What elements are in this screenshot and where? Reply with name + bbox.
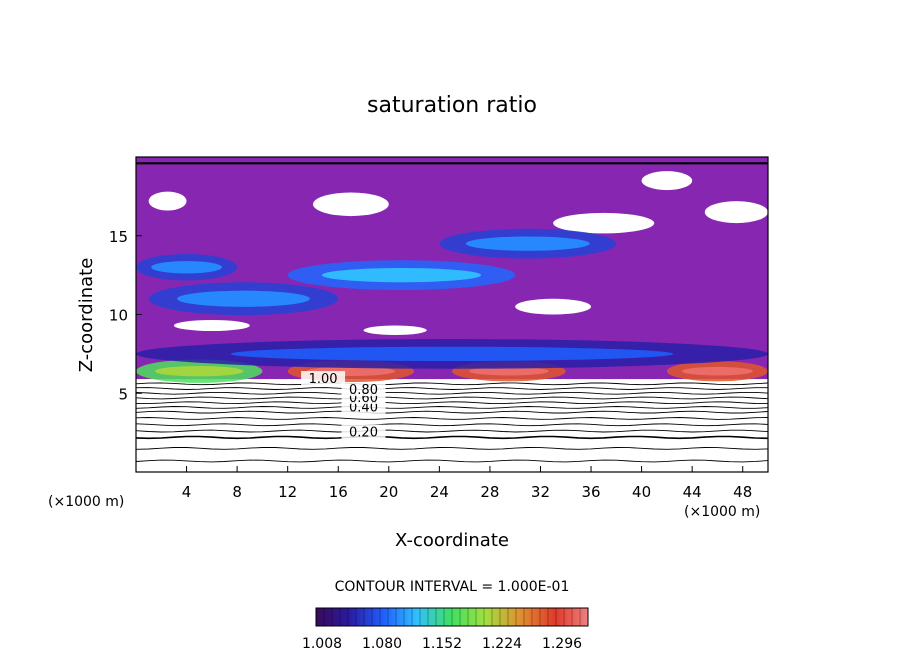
contour-line — [136, 391, 768, 395]
colorbar-tick-label: 1.080 — [362, 636, 402, 652]
contour-labels: 0.200.400.600.801.00 — [301, 371, 386, 441]
y-tick-label: 10 — [109, 307, 128, 325]
colorbar-tick-label: 1.296 — [542, 636, 582, 652]
subsaturated-gap — [704, 201, 768, 224]
contour-line — [136, 417, 768, 420]
contour-label: 0.80 — [349, 383, 378, 398]
contour-line — [136, 401, 768, 405]
x-tick-label: 36 — [581, 483, 600, 501]
x-tick-label: 44 — [683, 483, 702, 501]
cloud-band-core — [682, 366, 753, 376]
x-tick-label: 32 — [531, 483, 550, 501]
plot-area — [136, 157, 768, 463]
x-tick-label: 12 — [278, 483, 297, 501]
x-axis-ticks: 4 8 12 16 20 24 28 32 36 40 44 48 — [182, 466, 752, 501]
subsaturated-gap — [148, 191, 187, 211]
colorbar-tick-label: 1.224 — [482, 636, 522, 652]
x-tick-label: 28 — [480, 483, 499, 501]
cloud-band-core — [230, 346, 674, 361]
y-axis-ticks: 5 10 15 — [109, 228, 142, 403]
subsaturated-gap — [553, 212, 655, 234]
cloud-bands — [136, 228, 768, 383]
contour-interval: CONTOUR INTERVAL = 1.000E-01 — [335, 579, 570, 595]
y-axis-label: Z-coordinate — [76, 258, 97, 373]
contour-line — [136, 382, 768, 386]
x-tick-label: 20 — [379, 483, 398, 501]
contour-label: 0.40 — [349, 400, 378, 415]
contour-line — [136, 410, 768, 414]
cloud-band-core — [151, 261, 222, 274]
colorbar-tick-label: 1.152 — [422, 636, 462, 652]
cloud-band-core — [154, 365, 244, 377]
contour-label-bg — [301, 371, 346, 386]
x-unit-left: (×1000 m) — [48, 494, 124, 510]
cloud-band-core — [469, 366, 549, 376]
subsaturated-gap — [363, 325, 427, 335]
y-tick-label: 5 — [118, 385, 128, 403]
cloud-band-core — [321, 268, 482, 283]
colorbar-labels: 1.008 1.080 1.152 1.224 1.296 — [302, 636, 582, 652]
cloud-band-core — [177, 290, 310, 307]
contour-line — [136, 387, 768, 390]
cloud-band-core — [465, 236, 590, 251]
x-tick-label: 8 — [232, 483, 242, 501]
x-tick-label: 24 — [430, 483, 449, 501]
subsaturated-gap — [173, 320, 250, 332]
contour-label: 0.20 — [349, 426, 378, 441]
y-tick-label: 15 — [109, 228, 128, 246]
chart-title: saturation ratio — [367, 93, 537, 118]
contour-line — [136, 459, 768, 463]
contour-label: 1.00 — [309, 372, 338, 387]
x-tick-label: 4 — [182, 483, 192, 501]
subsaturated-gap — [641, 171, 693, 191]
subsaturated-gap — [515, 298, 592, 315]
contour-label-bg — [341, 424, 386, 439]
x-tick-label: 40 — [632, 483, 651, 501]
contour-line — [136, 429, 768, 433]
contour-line — [136, 396, 768, 400]
colorbar-tick-label: 1.008 — [302, 636, 342, 652]
contour-line — [136, 423, 768, 427]
x-unit-right: (×1000 m) — [684, 504, 760, 520]
contour-line — [136, 406, 768, 409]
contour-lines — [136, 162, 768, 463]
contour-label-bg — [341, 382, 386, 397]
x-tick-label: 48 — [733, 483, 752, 501]
colorbar-stripes — [323, 608, 589, 626]
x-axis-label: X-coordinate — [395, 530, 509, 551]
x-tick-label: 16 — [329, 483, 348, 501]
contour-line — [136, 447, 768, 450]
subsaturated-gap — [312, 192, 389, 217]
contour-line — [136, 435, 768, 440]
